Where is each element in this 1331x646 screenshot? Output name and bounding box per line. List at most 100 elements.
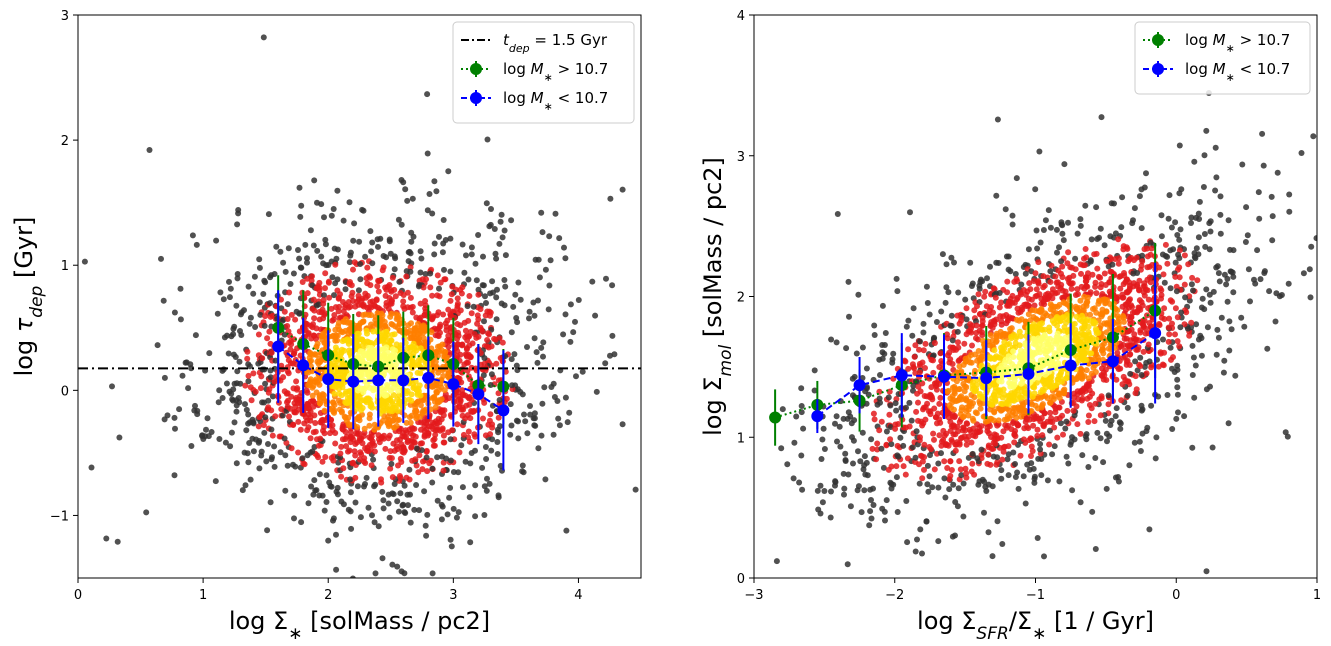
- scatter-point: [389, 474, 396, 481]
- scatter-point: [257, 385, 264, 392]
- scatter-point: [984, 460, 991, 467]
- scatter-point: [1091, 418, 1098, 425]
- scatter-point: [475, 291, 482, 298]
- scatter-point: [1158, 314, 1165, 321]
- scatter-point: [1176, 190, 1183, 197]
- scatter-point: [987, 263, 993, 270]
- series-marker: [472, 388, 485, 401]
- scatter-point: [1060, 237, 1067, 244]
- scatter-point: [1053, 226, 1060, 233]
- scatter-point: [375, 243, 381, 250]
- scatter-point: [298, 264, 305, 271]
- scatter-point: [402, 186, 409, 193]
- scatter-point: [1003, 320, 1010, 327]
- scatter-point: [462, 334, 469, 341]
- scatter-point: [322, 454, 329, 460]
- scatter-point: [1120, 281, 1127, 288]
- scatter-point: [459, 241, 466, 248]
- scatter-point: [493, 360, 500, 367]
- scatter-point: [488, 447, 495, 454]
- scatter-point: [297, 213, 304, 220]
- scatter-point: [1039, 432, 1046, 439]
- scatter-point: [340, 465, 347, 472]
- scatter-point: [502, 252, 509, 259]
- scatter-point: [1098, 114, 1105, 121]
- scatter-point: [1004, 413, 1011, 419]
- scatter-point: [440, 432, 447, 439]
- scatter-point: [851, 417, 858, 424]
- scatter-point: [609, 282, 616, 289]
- scatter-point: [977, 405, 984, 412]
- scatter-point: [914, 379, 920, 386]
- scatter-point: [859, 429, 866, 436]
- scatter-point: [975, 291, 982, 298]
- scatter-point: [827, 514, 834, 521]
- scatter-point: [1041, 553, 1047, 560]
- scatter-point: [309, 273, 315, 280]
- scatter-point: [1245, 266, 1252, 273]
- scatter-point: [408, 391, 415, 398]
- scatter-point: [1192, 255, 1199, 262]
- scatter-point: [1054, 249, 1060, 256]
- scatter-point: [1006, 340, 1013, 347]
- scatter-point: [1181, 281, 1188, 288]
- scatter-point: [393, 422, 400, 429]
- scatter-point: [496, 397, 503, 403]
- scatter-point: [434, 454, 441, 461]
- scatter-point: [1133, 386, 1140, 393]
- scatter-point: [546, 282, 553, 289]
- scatter-point: [398, 221, 405, 228]
- scatter-point: [954, 328, 961, 335]
- scatter-point: [206, 350, 213, 357]
- scatter-point: [1035, 455, 1042, 462]
- scatter-point: [342, 286, 349, 293]
- scatter-point: [970, 425, 977, 432]
- scatter-point: [878, 445, 885, 452]
- scatter-point: [329, 317, 336, 324]
- scatter-point: [541, 384, 548, 391]
- scatter-point: [877, 399, 883, 406]
- scatter-point: [231, 419, 238, 426]
- scatter-point: [363, 275, 370, 282]
- scatter-point: [833, 413, 840, 420]
- scatter-point: [1255, 189, 1262, 196]
- scatter-point: [900, 442, 907, 449]
- scatter-point: [393, 316, 400, 322]
- scatter-point: [264, 527, 271, 534]
- scatter-point: [1158, 233, 1165, 240]
- scatter-point: [219, 395, 226, 401]
- scatter-point: [1077, 297, 1084, 304]
- scatter-point: [1047, 279, 1054, 285]
- scatter-point: [1206, 220, 1213, 227]
- scatter-point: [416, 452, 423, 459]
- scatter-point: [1239, 161, 1246, 168]
- scatter-point: [1212, 187, 1219, 194]
- scatter-point: [1169, 426, 1176, 432]
- scatter-point: [1083, 431, 1090, 438]
- scatter-point: [499, 234, 506, 241]
- scatter-point: [277, 248, 284, 255]
- scatter-point: [1178, 309, 1185, 316]
- legend-item: log M∗ < 10.7: [461, 89, 608, 113]
- scatter-point: [996, 290, 1003, 296]
- scatter-point: [250, 370, 257, 377]
- scatter-point: [1146, 526, 1153, 533]
- scatter-point: [1074, 230, 1081, 237]
- scatter-point: [1004, 456, 1011, 463]
- scatter-point: [468, 244, 475, 251]
- scatter-point: [811, 387, 818, 394]
- scatter-point: [382, 445, 389, 452]
- scatter-point: [867, 508, 874, 515]
- scatter-point: [779, 406, 786, 413]
- scatter-point: [922, 416, 929, 423]
- scatter-point: [1087, 350, 1094, 357]
- scatter-point: [527, 411, 534, 418]
- scatter-point: [495, 414, 502, 421]
- scatter-point: [1243, 204, 1250, 211]
- scatter-point: [1113, 405, 1120, 412]
- scatter-point: [432, 332, 439, 339]
- scatter-point: [551, 394, 558, 400]
- scatter-point: [840, 470, 847, 477]
- scatter-point: [1136, 193, 1143, 200]
- scatter-point: [507, 401, 514, 408]
